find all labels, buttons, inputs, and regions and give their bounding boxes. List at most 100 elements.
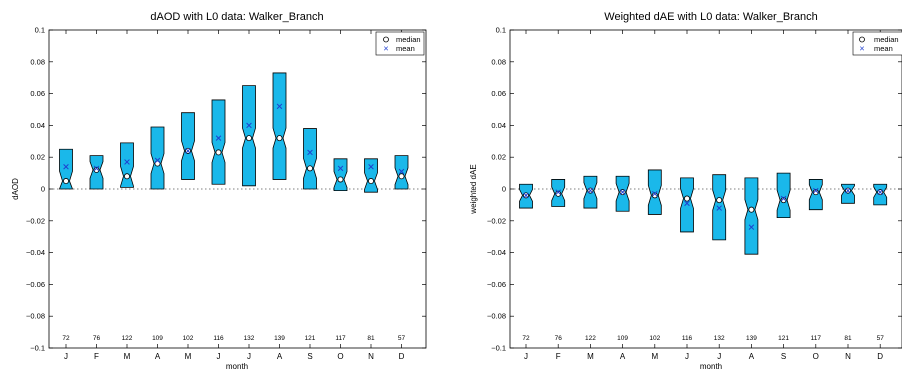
x-tick-label: S	[307, 352, 312, 361]
count-label: 109	[617, 335, 628, 342]
median-marker	[276, 135, 283, 142]
count-label: 109	[152, 335, 163, 342]
count-label: 76	[555, 335, 563, 342]
mean-marker	[337, 165, 344, 172]
count-label: 121	[305, 335, 316, 342]
y-tick-label: 0.04	[491, 121, 506, 130]
box-M	[181, 112, 195, 180]
mean-marker	[93, 165, 100, 172]
y-tick-label: 0.02	[491, 153, 506, 162]
y-tick-label: 0.06	[491, 89, 506, 98]
x-tick-label: M	[651, 352, 658, 361]
count-label: 122	[122, 335, 133, 342]
x-tick-label: D	[877, 352, 883, 361]
legend-mean-marker: ×	[859, 44, 864, 54]
box-J	[211, 99, 226, 185]
y-axis-label: weighted dAE	[469, 164, 478, 214]
mean-marker	[368, 163, 374, 170]
box-J	[712, 174, 727, 241]
mean-marker	[215, 135, 222, 141]
count-label: 102	[183, 335, 194, 342]
box-M	[120, 142, 134, 188]
mean-marker	[124, 159, 130, 165]
y-tick-label: 0.06	[30, 89, 45, 98]
x-tick-label: A	[749, 352, 755, 361]
y-tick-label: 0.08	[30, 57, 45, 66]
x-tick-label: M	[185, 352, 192, 361]
y-axis: −0.1 −0.08 −0.06 −0.04 −0.02 0 0.02 0.04 0.06 0.0…	[487, 26, 902, 353]
box-S	[303, 128, 317, 190]
count-label: 139	[746, 335, 757, 342]
chart-weighted-dae: Weighted dAE with L0 data: Walker_Branch…	[469, 11, 902, 371]
count-label: 102	[649, 335, 660, 342]
legend-mean-marker: ×	[383, 44, 388, 54]
median-marker	[367, 178, 374, 185]
count-labels: 72 76 122 109 102 116 132 139 121 117 81 57	[522, 335, 884, 342]
mean-marker	[555, 189, 561, 195]
mean-marker	[652, 191, 658, 197]
count-label: 117	[335, 335, 346, 342]
mean-marker	[276, 103, 283, 110]
count-label: 57	[877, 335, 885, 342]
x-tick-label: A	[155, 352, 161, 361]
x-tick-label: A	[277, 352, 283, 361]
mean-marker	[587, 187, 594, 194]
count-label: 121	[778, 335, 789, 342]
y-tick-label: 0.08	[491, 57, 506, 66]
count-label: 81	[844, 335, 852, 342]
y-tick-label: −0.08	[26, 312, 45, 321]
mean-marker	[523, 192, 529, 199]
box-J	[680, 177, 694, 233]
y-tick-label: 0.1	[35, 26, 45, 35]
y-tick-label: −0.02	[487, 216, 506, 225]
x-tick-label: D	[399, 352, 405, 361]
x-tick-label: N	[845, 352, 851, 361]
x-axis-label: month	[226, 362, 248, 371]
box-A	[150, 126, 165, 190]
y-tick-label: −0.04	[487, 248, 506, 257]
y-tick-label: 0	[502, 185, 506, 194]
chart-daod: dAOD with L0 data: Walker_Branch −0.1−0.…	[11, 11, 427, 371]
mean-marker	[185, 148, 191, 154]
mean-marker	[780, 195, 787, 202]
legend-box	[852, 31, 902, 56]
boxes-layer	[58, 72, 409, 193]
box-S	[776, 172, 791, 219]
box-J	[58, 148, 74, 190]
mean-marker	[684, 200, 690, 207]
median-marker	[555, 190, 562, 197]
count-label: 139	[274, 335, 285, 342]
x-tick-label: F	[556, 352, 561, 361]
count-label: 76	[93, 335, 101, 342]
count-label: 72	[522, 335, 530, 342]
mean-marker	[398, 168, 405, 175]
mean-marker	[154, 157, 161, 164]
mean-marker	[307, 149, 313, 156]
median-marker	[245, 135, 252, 142]
y-axis: −0.1 −0.08 −0.06 −0.04 −0.02 0 0.02 0.04 0.06 0.0…	[26, 26, 426, 353]
legend-median-label: median	[874, 35, 899, 44]
y-tick-label: −0.06	[26, 280, 45, 289]
box-A	[272, 72, 287, 180]
count-labels: 72 76 122 109 102 116 132 139 121 117 81 57	[62, 335, 405, 342]
y-tick-label: −0.1	[491, 344, 506, 353]
y-axis-label: dAOD	[11, 178, 20, 200]
boxes-layer	[519, 169, 888, 255]
x-tick-label: J	[64, 352, 68, 361]
y-tick-label: 0.04	[30, 121, 45, 130]
x-tick-label: J	[247, 352, 251, 361]
median-marker	[684, 195, 691, 202]
legend-mean-label: mean	[874, 44, 893, 53]
mean-marker	[845, 187, 851, 194]
median-marker	[812, 189, 819, 196]
median-marker	[124, 173, 131, 180]
count-label: 116	[682, 335, 693, 342]
mean-marker	[748, 224, 755, 230]
chart-title: Weighted dAE with L0 data: Walker_Branch	[604, 11, 817, 23]
x-tick-label: J	[524, 352, 528, 361]
x-tick-label: J	[685, 352, 689, 361]
legend-median-marker	[859, 36, 865, 43]
x-tick-label: O	[337, 352, 343, 361]
